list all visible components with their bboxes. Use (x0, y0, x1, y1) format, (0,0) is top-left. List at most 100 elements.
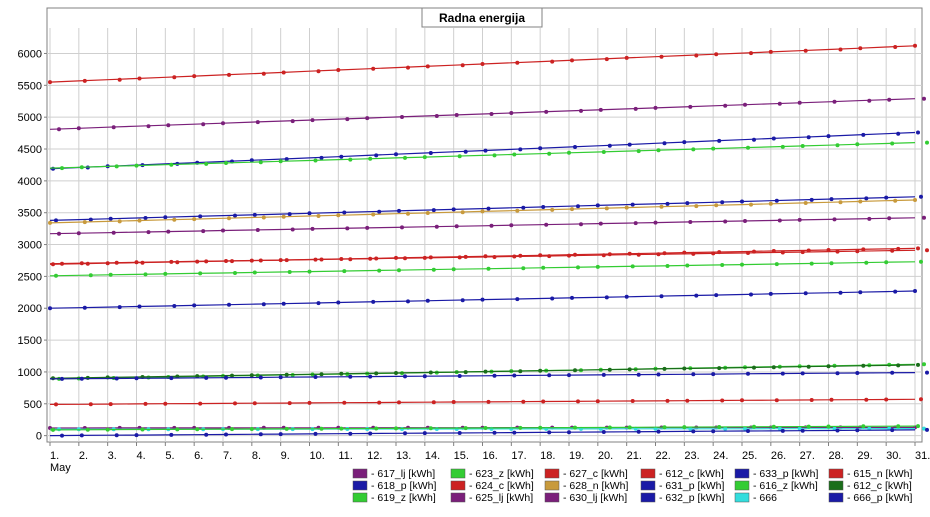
data-point (195, 374, 200, 379)
data-point (368, 256, 373, 261)
data-point (627, 367, 632, 372)
data-point (803, 291, 808, 296)
legend-label: - 615_n [kWh] (847, 468, 912, 480)
data-point (54, 218, 58, 223)
data-point (460, 298, 465, 303)
data-point (492, 153, 497, 158)
series-group (49, 194, 923, 223)
data-point (656, 372, 661, 377)
data-point (723, 103, 728, 108)
series-group (48, 198, 917, 225)
data-point (809, 261, 814, 266)
data-point (752, 137, 756, 142)
data-point (771, 424, 776, 429)
data-point (117, 219, 122, 224)
data-point (544, 222, 549, 227)
data-point (656, 148, 661, 153)
data-point (624, 55, 629, 60)
legend-label: - 612_c [kWh] (847, 480, 912, 492)
data-point (483, 148, 488, 153)
data-point (310, 118, 315, 123)
data-point (544, 109, 549, 114)
grid-lines (47, 28, 922, 442)
data-point (720, 398, 725, 403)
data-point (163, 271, 168, 276)
data-point (221, 121, 225, 126)
data-point (797, 217, 802, 222)
data-point (85, 261, 90, 266)
data-point (175, 427, 180, 432)
data-point (51, 427, 55, 432)
legend-swatch (734, 492, 750, 503)
data-point (60, 376, 64, 381)
data-point (233, 213, 237, 218)
x-tick-label: 30. (886, 450, 901, 462)
data-point (797, 426, 802, 431)
data-point (636, 429, 641, 434)
data-point (224, 375, 228, 380)
data-point (79, 261, 84, 266)
data-point (134, 163, 139, 168)
data-point (403, 155, 407, 160)
data-point (518, 425, 523, 430)
data-point (714, 293, 719, 298)
legend-swatch (352, 468, 368, 479)
data-point (780, 371, 785, 376)
series-group (48, 289, 917, 311)
data-point (108, 272, 113, 277)
y-tick-label: 4500 (18, 144, 42, 156)
data-point (403, 431, 407, 436)
data-point (406, 211, 410, 216)
data-point (79, 376, 84, 381)
data-point (656, 429, 661, 434)
data-point (108, 402, 113, 407)
data-point (457, 431, 462, 435)
data-point (567, 430, 571, 435)
data-point (800, 371, 805, 376)
data-point (76, 231, 81, 236)
data-point (60, 166, 64, 171)
y-tick-label: 5500 (18, 80, 42, 92)
data-point (169, 259, 174, 264)
data-point (887, 216, 892, 221)
data-point (780, 144, 785, 149)
data-point (538, 146, 543, 151)
data-point (627, 425, 632, 430)
x-tick-label: 1. (50, 450, 59, 462)
data-point (480, 209, 485, 214)
data-point (204, 259, 209, 264)
data-point (774, 398, 779, 403)
x-tick-label: 26. (771, 450, 786, 462)
data-point (604, 295, 609, 300)
data-point (434, 224, 439, 229)
data-point (255, 120, 260, 125)
data-point (861, 247, 866, 252)
data-point (252, 212, 257, 217)
data-point (108, 216, 113, 221)
data-point (261, 302, 266, 307)
data-point (774, 262, 779, 267)
data-point (192, 74, 197, 79)
data-point (492, 373, 497, 378)
data-point (598, 221, 603, 226)
title-box (421, 7, 543, 28)
data-point (204, 432, 209, 437)
legend-label: - 666 (753, 492, 777, 504)
data-point (88, 273, 93, 278)
data-point (838, 290, 843, 295)
x-tick-label: 7. (223, 450, 232, 462)
x-tick-label: 10. (310, 450, 325, 462)
data-point (137, 218, 142, 223)
data-point (278, 159, 283, 164)
data-point (255, 228, 260, 232)
plot-area (46, 7, 923, 443)
data-point (54, 273, 58, 278)
data-point (492, 430, 497, 435)
x-tick-label: 18. (540, 450, 555, 462)
data-point (665, 264, 670, 268)
data-point (633, 106, 638, 111)
data-point (579, 222, 583, 227)
data-point (460, 63, 465, 68)
data-point (57, 231, 61, 236)
data-point (720, 200, 725, 205)
